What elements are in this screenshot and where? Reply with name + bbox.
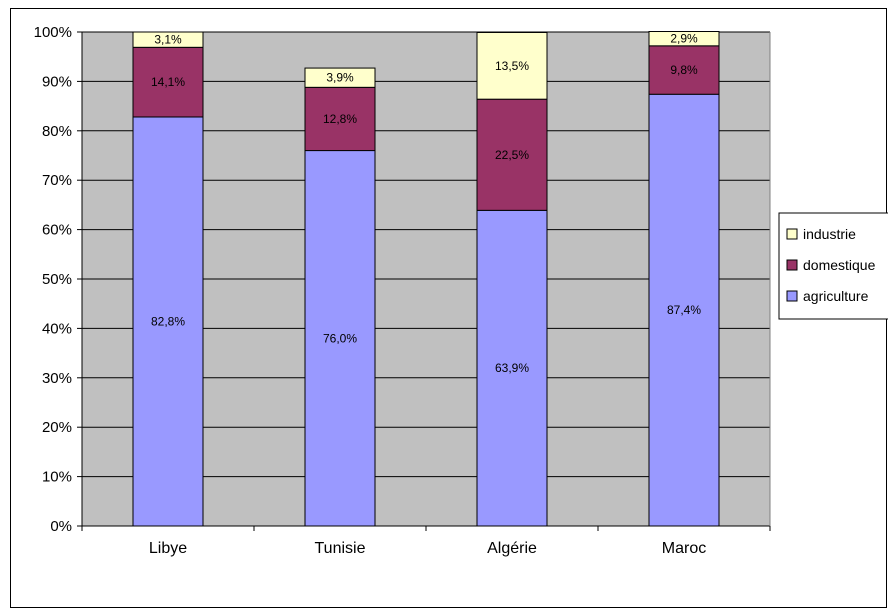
legend-swatch-domestique [786,259,798,271]
data-label-domestique: 22,5% [495,148,529,162]
y-tick-label: 50% [42,271,72,288]
data-label-domestique: 9,8% [670,63,698,77]
category-label: Libye [149,540,187,557]
y-tick-label: 100% [34,24,72,41]
bar-domestique [132,46,204,118]
y-tick-label: 40% [42,320,72,337]
y-tick-label: 30% [42,370,72,387]
legend-label-industrie: industrie [803,226,856,242]
legend-label-domestique: domestique [803,257,876,273]
bar-agriculture [132,116,204,527]
data-label-industrie: 2,9% [670,32,698,46]
bar-industrie [476,31,548,100]
stacked-bar-chart: 0% 10% 20% 30% 40% 50% 60% 70% 80% 90% 100% 82,8% 14… [34,24,888,557]
category-label: Maroc [662,540,706,557]
data-label-agriculture: 82,8% [151,314,185,328]
y-tick-label: 90% [42,73,72,90]
y-tick-label: 10% [42,469,72,486]
data-label-agriculture: 63,9% [495,361,529,375]
category-label: Algérie [487,540,537,557]
data-label-domestique: 14,1% [151,75,185,89]
bar-industrie [304,67,376,88]
data-label-industrie: 3,1% [154,33,182,47]
y-tick-label: 70% [42,172,72,189]
bar-domestique [648,45,720,95]
bar-agriculture [304,150,376,527]
bar-agriculture [476,209,548,527]
y-tick-label: 80% [42,123,72,140]
legend-swatch-industrie [786,228,798,240]
y-tick-label: 0% [50,518,72,535]
data-label-agriculture: 76,0% [323,331,357,345]
bar-industrie [132,31,204,48]
data-label-industrie: 13,5% [495,59,529,73]
legend-label-agriculture: agriculture [803,288,869,304]
data-label-domestique: 12,8% [323,112,357,126]
data-label-agriculture: 87,4% [667,303,701,317]
category-label: Tunisie [315,540,366,557]
bar-industrie [648,31,720,47]
data-label-industrie: 3,9% [326,71,354,85]
y-tick-label: 20% [42,419,72,436]
legend-swatch-agriculture [786,290,798,302]
bar-agriculture [648,93,720,527]
bar-domestique [476,98,548,211]
y-tick-label: 60% [42,222,72,239]
